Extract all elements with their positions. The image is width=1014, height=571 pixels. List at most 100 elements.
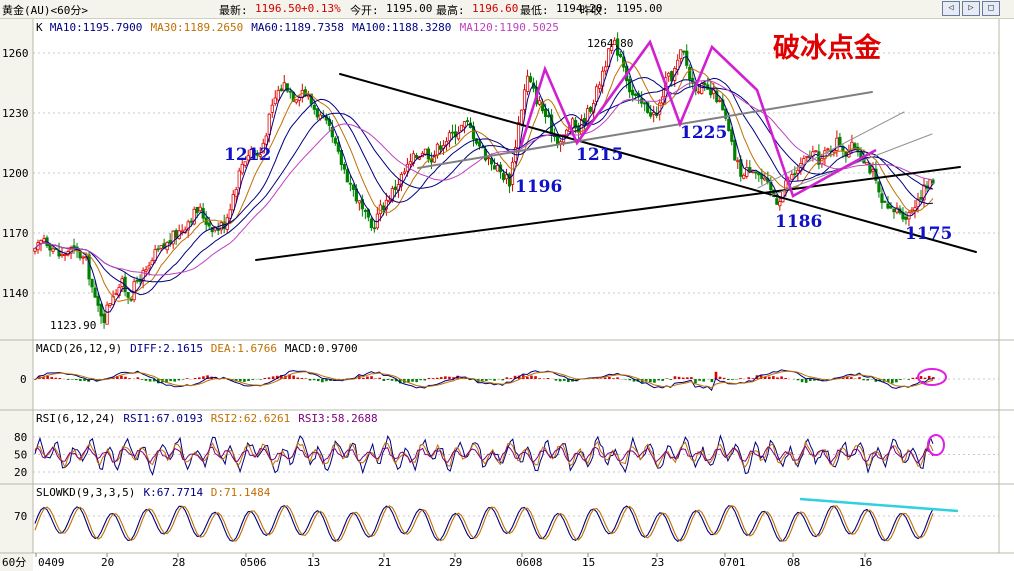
descending-trendline [339,73,977,253]
macd-bar [394,379,398,382]
candle-body [342,164,346,170]
macd-bar [649,379,652,383]
macd-bar [558,379,562,382]
candle-body [372,227,376,230]
macd-bar [845,376,849,379]
candle-body [348,182,352,185]
rsi-legend-item: RSI1:67.0193 [123,412,202,425]
candle-body [285,83,289,92]
macd-bar [419,379,423,381]
annotation-title: 破冰点金 [773,32,882,64]
candle-body [363,209,367,212]
swing-label: 1212 [224,145,271,165]
candle-body [180,230,184,233]
macd-bar [800,379,804,383]
macd-bar [99,379,103,380]
ascending-support-line [255,166,961,261]
macd-bar [927,375,931,379]
candle-body [240,163,244,174]
macd-bar [144,379,148,381]
scroll-left-icon[interactable]: ◁ [942,1,960,16]
macd-bar [808,379,812,381]
zoom-icon[interactable]: □ [982,1,1000,16]
candle-body [63,254,67,256]
macd-bar [669,379,673,380]
candle-body [390,188,394,202]
macd-bar [292,375,295,379]
macd-bar [58,377,62,379]
macd-bar [247,379,250,382]
candle-body [141,270,145,282]
candle-body [880,193,884,203]
candle-body [246,155,250,161]
macd-bar [772,376,775,379]
macd-bar [120,375,123,379]
macd-bar [739,378,742,379]
candle-body [60,253,64,257]
macd-bar [726,379,730,381]
macd-bar [714,371,718,379]
macd-bar [288,374,291,379]
kd-legend-item: K:67.7714 [144,486,204,499]
candle-body [763,177,767,181]
candle-body [129,298,133,301]
candle-body [628,79,632,93]
candle-body [492,165,497,170]
macd-bar [239,379,242,382]
channel-upper-line [417,91,873,169]
macd-bar [308,379,312,381]
macd-bar [899,379,902,380]
macd-bar [169,379,172,382]
candle-body [742,174,746,179]
candle-body [540,101,545,112]
macd-bar [267,377,271,379]
candle-body [435,143,440,156]
low-value: 1194.20 [556,2,603,15]
candle-body [796,169,800,174]
candle-body [546,115,551,118]
candle-body [844,151,848,157]
macd-bar [722,377,726,379]
macd-bar [895,379,898,383]
macd-bar [595,378,599,379]
candle-body [255,153,259,156]
candle-body [772,189,776,198]
candle-body [649,112,653,117]
macd-bar [784,377,787,379]
candle-body [477,141,482,147]
ma-line [34,79,934,283]
candle-body [195,206,199,214]
trendlines [255,73,977,261]
candle-body [192,208,196,225]
swing-label: 1196 [515,177,562,197]
macd-bar [173,379,177,382]
candle-body [210,227,214,233]
rsi-line [34,440,934,469]
macd-bar [530,375,533,379]
macd-bar [731,379,734,380]
macd-bar [915,377,919,379]
macd-bar [206,375,209,379]
candle-body [294,99,298,103]
kd-lines [34,504,934,543]
candle-body [132,281,136,301]
macd-bar [185,378,189,379]
left-axis-strip [0,19,33,571]
candle-body [528,76,533,83]
macd-bar [562,379,566,381]
macd-dea-line [34,370,934,389]
date-tick-label: 29 [449,556,462,569]
candle-body [114,293,118,296]
candle-body [462,121,467,128]
candle-body [826,148,830,151]
macd-bar [751,378,755,379]
macd-bar [923,377,927,379]
candle-body [93,287,97,298]
kd-tick-label: 70 [14,510,27,523]
rsi-tick-label: 20 [14,466,27,479]
candle-body [688,66,692,80]
candle-body [886,203,890,209]
scroll-right-icon[interactable]: ▷ [962,1,980,16]
candle-body [883,200,887,203]
macd-bar [79,379,82,382]
